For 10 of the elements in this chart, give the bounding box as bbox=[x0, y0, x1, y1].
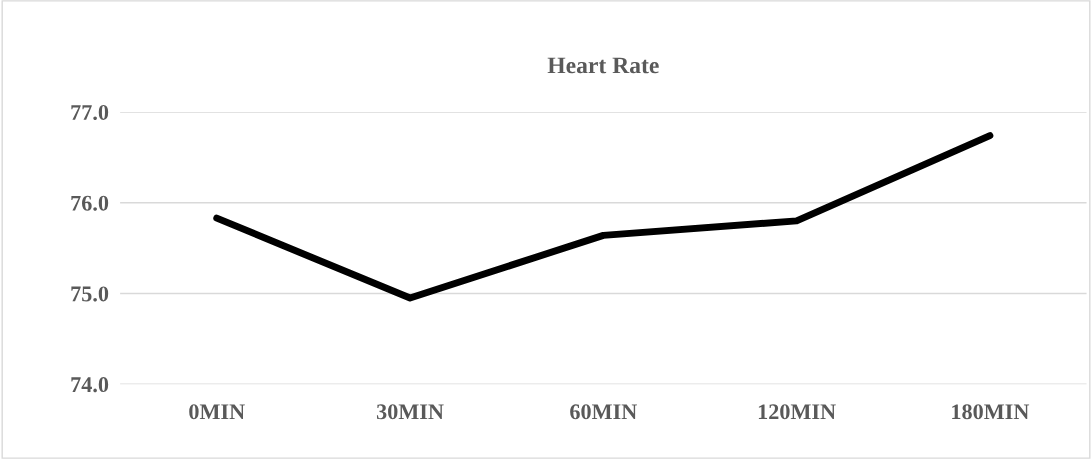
y-tick-label: 76.0 bbox=[71, 195, 109, 211]
x-tick-label: 30MIN bbox=[376, 404, 444, 420]
x-tick-label: 0MIN bbox=[189, 404, 245, 420]
chart-title: Heart Rate bbox=[547, 57, 659, 74]
y-tick-label: 77.0 bbox=[71, 104, 109, 121]
y-tick-label: 75.0 bbox=[71, 286, 109, 302]
x-tick-label: 120MIN bbox=[758, 404, 836, 420]
x-tick-label: 60MIN bbox=[570, 404, 637, 420]
x-tick-label: 180MIN bbox=[952, 404, 1030, 420]
y-tick-label: 74.0 bbox=[71, 377, 109, 393]
